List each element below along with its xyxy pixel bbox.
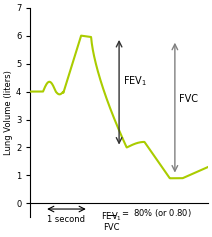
Text: $=\ 80\%\ (\mathrm{or}\ 0.80)$: $=\ 80\%\ (\mathrm{or}\ 0.80)$ xyxy=(120,207,192,219)
Text: FVC: FVC xyxy=(179,94,198,104)
Text: 1 second: 1 second xyxy=(47,215,85,224)
Y-axis label: Lung Volume (liters): Lung Volume (liters) xyxy=(4,70,13,155)
Text: FEV$_1$: FEV$_1$ xyxy=(123,74,147,88)
Text: $\mathregular{FEV_1}$
FVC: $\mathregular{FEV_1}$ FVC xyxy=(101,210,122,232)
